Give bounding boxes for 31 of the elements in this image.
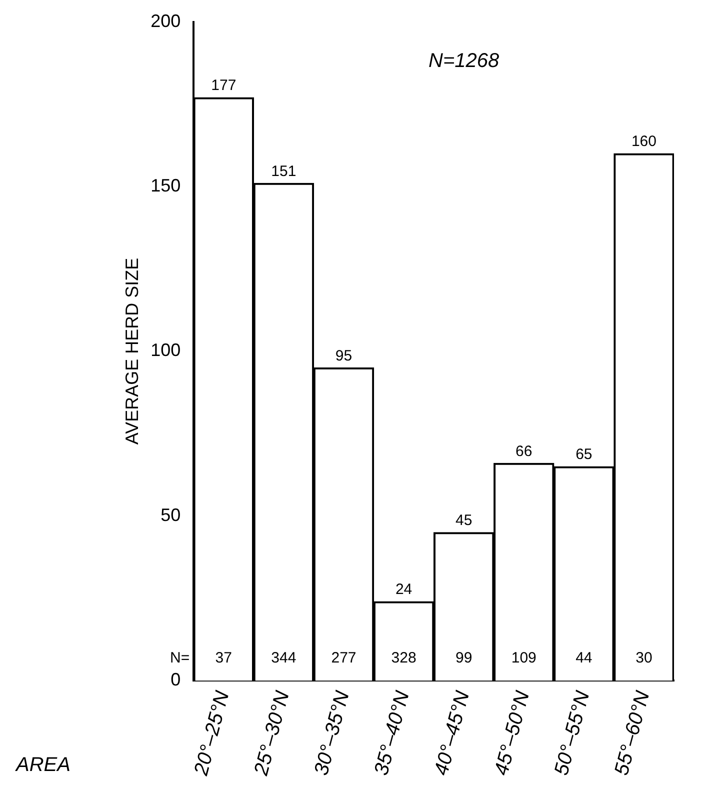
annotation: 44: [576, 649, 592, 666]
data-label: 45: [455, 512, 472, 530]
x-axis-title: AREA: [15, 754, 70, 776]
x-tick-label: 20°–25°N: [190, 688, 234, 779]
data-label: 65: [576, 446, 592, 464]
data-label: 95: [335, 347, 352, 364]
y-tick-label: 200: [150, 10, 181, 31]
x-tick-label: 35°–40°N: [370, 688, 414, 778]
data-label: 177: [211, 77, 236, 94]
text: N=: [170, 649, 190, 666]
annotation: 37: [215, 649, 232, 666]
x-tick-label: 45°–50°N: [490, 688, 534, 778]
y-tick-label: 100: [150, 340, 181, 360]
annotation: 277: [331, 649, 356, 666]
data-label: 66: [516, 442, 532, 460]
annotation: 344: [271, 649, 296, 666]
data-label: 24: [395, 581, 412, 598]
data-label: 151: [271, 162, 296, 180]
annotation: 328: [391, 649, 416, 666]
data-label: 160: [631, 133, 656, 150]
annotation: N=1268: [428, 50, 500, 72]
y-tick-label: 50: [160, 504, 181, 525]
y-axis-title: AVERAGE HERD SIZE: [122, 258, 142, 445]
x-tick-label: 30°–35°N: [310, 688, 354, 778]
x-tick-label: 25°–30°N: [250, 688, 294, 779]
annotation: 109: [511, 649, 536, 666]
y-tick-label: 150: [150, 175, 181, 196]
annotation: 99: [455, 649, 472, 666]
annotation: 30: [636, 649, 652, 666]
x-tick-label: 40°–45°N: [430, 688, 474, 778]
y-tick-label: 0: [170, 670, 181, 690]
